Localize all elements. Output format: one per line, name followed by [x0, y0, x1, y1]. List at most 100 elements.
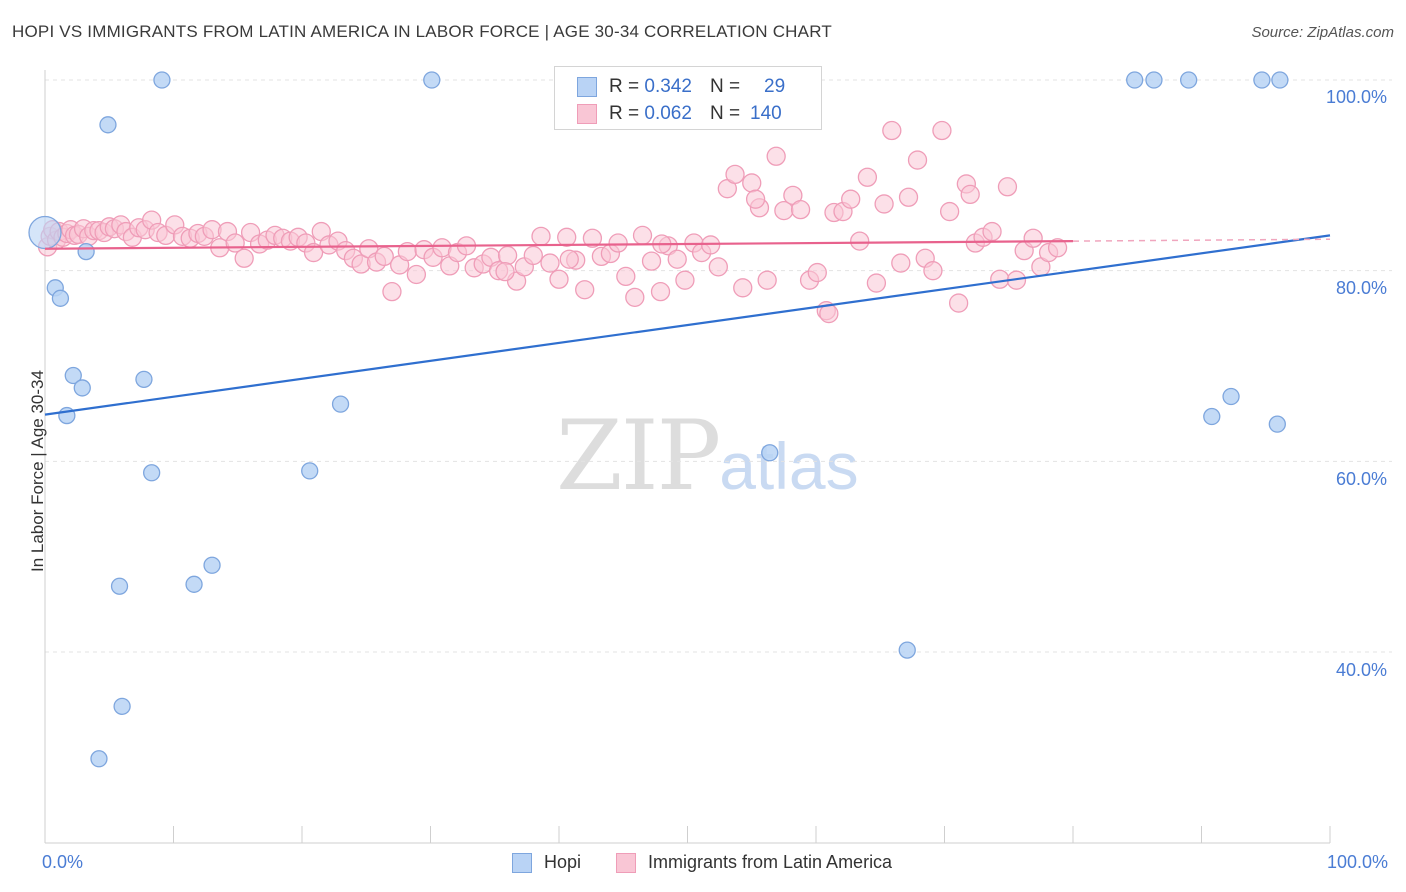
hopi-point [52, 290, 68, 306]
latin-point [808, 264, 826, 282]
hopi-point [1181, 72, 1197, 88]
latin-point [767, 147, 785, 165]
hopi-point [1272, 72, 1288, 88]
hopi-point [78, 244, 94, 260]
latin-point [924, 262, 942, 280]
scatter-chart [0, 0, 1406, 892]
axes-layer [45, 70, 1330, 843]
latin-point [560, 250, 578, 268]
hopi-point [333, 396, 349, 412]
latin-point [941, 203, 959, 221]
y-tick-label-100: 100.0% [1326, 87, 1387, 108]
latin-point [747, 190, 765, 208]
latin-point [524, 246, 542, 264]
latin-point [407, 265, 425, 283]
legend-r-label: R = [609, 76, 639, 98]
latin-point [900, 188, 918, 206]
latin-point [867, 274, 885, 292]
latin-point [892, 254, 910, 272]
latin-point [909, 151, 927, 169]
hopi-point [29, 217, 61, 249]
legend-swatch-latin [577, 104, 597, 124]
latin-point [532, 227, 550, 245]
latin-point [792, 201, 810, 219]
latin-point [858, 168, 876, 186]
latin-point [998, 178, 1016, 196]
y-axis-label: In Labor Force | Age 30-34 [28, 370, 48, 572]
hopi-point [762, 445, 778, 461]
legend-swatch-hopi [577, 77, 597, 97]
hopi-point [424, 72, 440, 88]
latin-point [851, 232, 869, 250]
latin-point [709, 258, 727, 276]
hopi-point [204, 557, 220, 573]
latin-point [558, 228, 576, 246]
hopi-point [144, 465, 160, 481]
x-tick-label-min: 0.0% [42, 852, 83, 873]
legend-r-value-latin: 0.062 [644, 103, 692, 125]
legend-row-latin: R = 0.062 N = 140 [577, 101, 782, 127]
latin-point [875, 195, 893, 213]
legend-r-label: R = [609, 103, 639, 125]
latin-point [983, 223, 1001, 241]
hopi-point [302, 463, 318, 479]
latin-point [499, 246, 517, 264]
correlation-legend: R = 0.342 N = 29 R = 0.062 N = 140 [554, 66, 822, 130]
bottom-legend-label-latin: Immigrants from Latin America [648, 852, 892, 873]
bottom-legend-latin: Immigrants from Latin America [616, 852, 892, 873]
latin-america-points [39, 122, 1067, 323]
latin-point [652, 283, 670, 301]
latin-point [933, 122, 951, 140]
hopi-points [29, 72, 1288, 767]
hopi-point [1146, 72, 1162, 88]
latin-point [550, 270, 568, 288]
hopi-point [112, 578, 128, 594]
legend-n-value-latin: 140 [750, 103, 782, 125]
hopi-point [1254, 72, 1270, 88]
y-tick-label-80: 80.0% [1336, 278, 1387, 299]
hopi-point [74, 380, 90, 396]
grid-layer [45, 80, 1392, 652]
bottom-legend-swatch-hopi [512, 853, 532, 873]
bottom-legend-swatch-latin [616, 853, 636, 873]
hopi-point [91, 751, 107, 767]
hopi-point [1269, 416, 1285, 432]
hopi-point [100, 117, 116, 133]
latin-point [496, 263, 514, 281]
legend-n-value-hopi: 29 [764, 76, 785, 98]
bottom-legend-label-hopi: Hopi [544, 852, 581, 873]
hopi-point [154, 72, 170, 88]
latin-point [758, 271, 776, 289]
bottom-legend-hopi: Hopi [512, 852, 581, 873]
hopi-point [1204, 409, 1220, 425]
latin-point [676, 271, 694, 289]
hopi-point [1127, 72, 1143, 88]
hopi-point [114, 698, 130, 714]
y-tick-label-40: 40.0% [1336, 660, 1387, 681]
latin-point [634, 226, 652, 244]
latin-point [541, 254, 559, 272]
latin-point [726, 165, 744, 183]
x-tick-label-max: 100.0% [1327, 852, 1388, 873]
latin-point [842, 190, 860, 208]
latin-point [235, 249, 253, 267]
legend-row-hopi: R = 0.342 N = 29 [577, 74, 785, 100]
latin-point [576, 281, 594, 299]
y-tick-label-60: 60.0% [1336, 469, 1387, 490]
latin-point [734, 279, 752, 297]
latin-point [1024, 229, 1042, 247]
latin-point [961, 185, 979, 203]
latin-point [668, 250, 686, 268]
latin-point [743, 174, 761, 192]
latin-point [383, 283, 401, 301]
hopi-point [186, 576, 202, 592]
latin-point [617, 267, 635, 285]
legend-n-label: N = [710, 76, 740, 98]
latin-point [643, 252, 661, 270]
legend-r-value-hopi: 0.342 [644, 76, 692, 98]
hopi-point [136, 371, 152, 387]
hopi-point [1223, 389, 1239, 405]
latin-point [950, 294, 968, 312]
latin-point [626, 288, 644, 306]
latin-point [609, 234, 627, 252]
